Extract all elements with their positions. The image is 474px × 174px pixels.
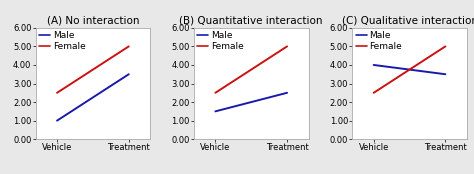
Female	[371, 92, 376, 94]
Line: Female: Female	[215, 46, 287, 93]
Male	[443, 73, 448, 75]
Female	[212, 92, 218, 94]
Male	[284, 92, 290, 94]
Legend: Male, Female: Male, Female	[38, 31, 86, 52]
Female	[284, 45, 290, 48]
Line: Male: Male	[215, 93, 287, 111]
Title: (A) No interaction: (A) No interaction	[46, 16, 139, 26]
Male	[126, 73, 132, 75]
Female	[54, 92, 60, 94]
Title: (B) Quantitative interaction: (B) Quantitative interaction	[180, 16, 323, 26]
Female	[126, 45, 132, 48]
Male	[212, 110, 218, 112]
Title: (C) Qualitative interaction: (C) Qualitative interaction	[342, 16, 474, 26]
Male	[54, 120, 60, 122]
Line: Male: Male	[374, 65, 446, 74]
Female	[443, 45, 448, 48]
Line: Female: Female	[57, 46, 129, 93]
Line: Male: Male	[57, 74, 129, 121]
Male	[371, 64, 376, 66]
Line: Female: Female	[374, 46, 446, 93]
Legend: Male, Female: Male, Female	[197, 31, 245, 52]
Legend: Male, Female: Male, Female	[355, 31, 403, 52]
